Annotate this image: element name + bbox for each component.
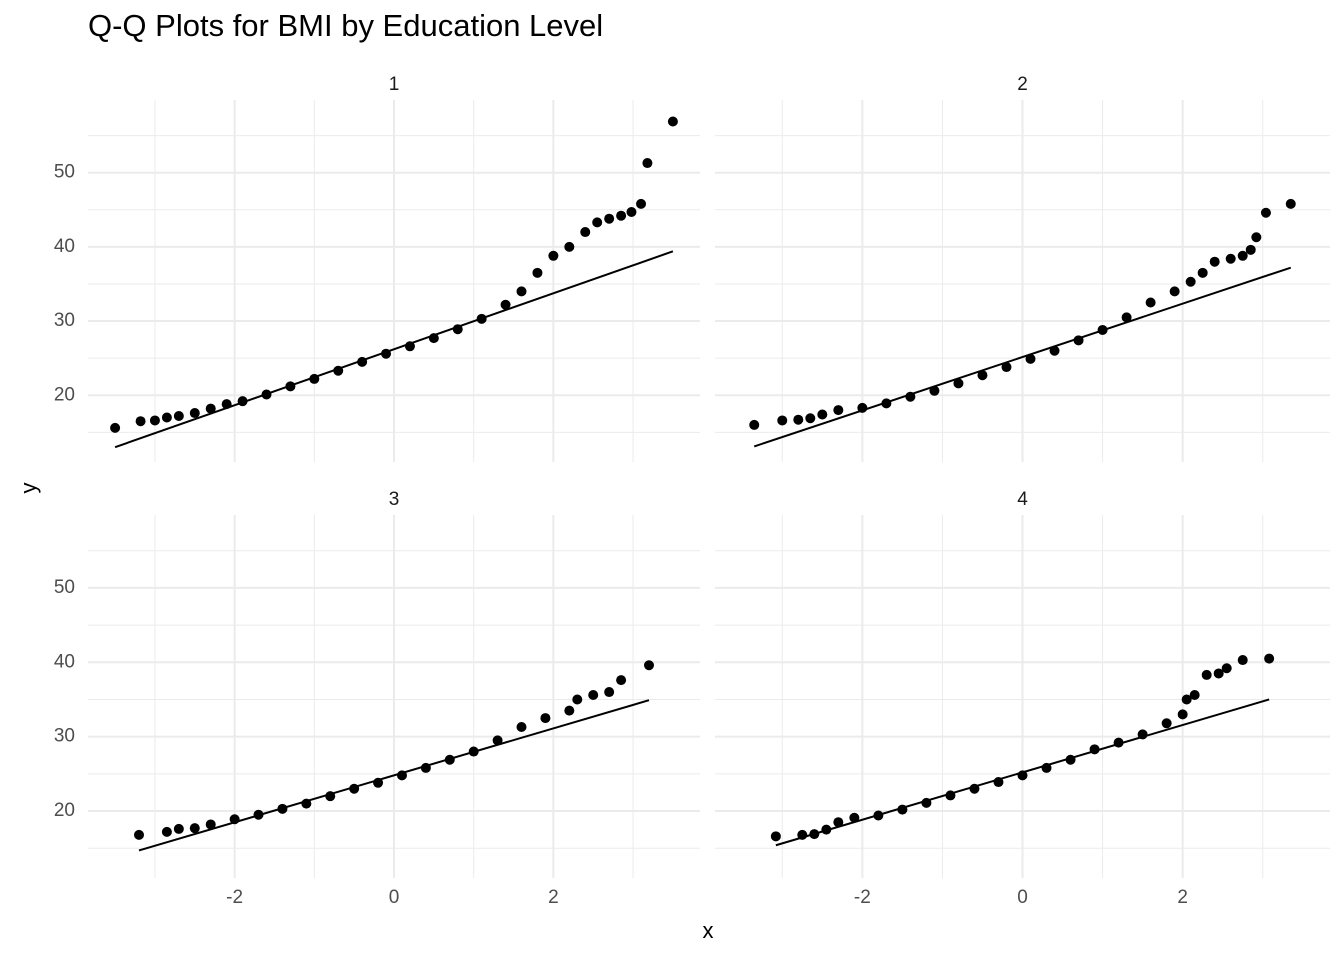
qq-point <box>833 817 844 828</box>
y-tick-label: 50 <box>54 577 75 598</box>
qq-point <box>189 408 200 419</box>
qq-point <box>161 412 172 423</box>
qq-point <box>135 416 146 427</box>
qq-point <box>110 422 121 433</box>
qq-point <box>616 675 627 686</box>
qq-point <box>1145 297 1156 308</box>
x-tick-label: 2 <box>548 887 559 908</box>
qq-point <box>1189 690 1200 701</box>
x-tick-label: -2 <box>226 887 243 908</box>
qq-point <box>500 299 511 310</box>
qq-point <box>1177 709 1188 720</box>
qq-point <box>833 405 844 416</box>
qq-point <box>548 250 559 261</box>
reference-line <box>114 250 674 449</box>
qq-point <box>1001 362 1012 373</box>
y-tick-label: 50 <box>54 162 75 183</box>
y-tick-label: 30 <box>54 726 75 747</box>
qq-point <box>616 210 627 221</box>
qq-point <box>149 415 160 426</box>
qq-point <box>564 705 575 716</box>
chart-title: Q-Q Plots for BMI by Education Level <box>88 8 603 43</box>
qq-point <box>1169 286 1180 297</box>
qq-point <box>189 823 200 834</box>
x-tick-label: 0 <box>389 887 400 908</box>
qq-point <box>1121 312 1132 323</box>
reference-line <box>775 698 1270 847</box>
qq-point <box>588 690 599 701</box>
y-tick-label: 40 <box>54 651 75 672</box>
qq-point <box>592 217 603 228</box>
qq-point <box>173 411 184 422</box>
x-tick-label: 2 <box>1177 887 1188 908</box>
qq-point <box>849 812 860 823</box>
qq-point <box>805 413 816 424</box>
qq-point <box>1260 207 1271 218</box>
qq-point <box>929 385 940 396</box>
y-tick-label: 30 <box>54 310 75 331</box>
qq-point <box>1237 250 1248 261</box>
qq-point <box>1225 253 1236 264</box>
qq-point <box>1245 244 1256 255</box>
reference-line <box>138 699 650 852</box>
qq-point <box>492 735 503 746</box>
qq-point <box>749 419 760 430</box>
qq-point <box>626 207 637 218</box>
reference-line <box>753 266 1292 448</box>
qq-point <box>1181 694 1192 705</box>
qq-point <box>572 694 583 705</box>
qq-point <box>1285 198 1296 209</box>
qq-point <box>205 403 216 414</box>
qq-point <box>516 721 527 732</box>
qq-point <box>1221 663 1232 674</box>
facet-title: 2 <box>1017 74 1028 95</box>
qq-point <box>1237 655 1248 666</box>
qq-point <box>580 227 591 238</box>
qq-point <box>1264 653 1275 664</box>
x-tick-label: -2 <box>854 887 871 908</box>
qq-point <box>977 370 988 381</box>
qq-point <box>1251 232 1262 243</box>
qq-point <box>636 198 647 209</box>
qq-point <box>1025 353 1036 364</box>
qq-point <box>644 660 654 671</box>
qq-point <box>173 823 184 834</box>
qq-point <box>1185 276 1196 287</box>
qq-point <box>540 713 551 724</box>
qq-point <box>205 819 216 830</box>
qq-point <box>516 286 527 297</box>
y-tick-label: 20 <box>54 384 75 405</box>
qq-point <box>1161 718 1172 729</box>
y-tick-label: 40 <box>54 236 75 257</box>
qq-point <box>817 409 828 420</box>
qq-point <box>1209 256 1220 267</box>
qq-point <box>1213 668 1224 679</box>
qq-point <box>1197 267 1208 278</box>
qq-point <box>134 829 144 840</box>
qq-point <box>532 267 543 278</box>
qq-point <box>667 116 678 127</box>
facet-title: 3 <box>389 489 400 510</box>
qq-point <box>770 831 781 842</box>
qq-point <box>161 826 172 837</box>
facet-title: 4 <box>1017 489 1028 510</box>
y-axis-label: y <box>16 483 41 494</box>
qq-point <box>604 687 615 698</box>
qq-point <box>1201 669 1212 680</box>
qq-point <box>642 158 653 169</box>
y-tick-label: 20 <box>54 800 75 821</box>
qq-point <box>953 378 964 389</box>
facet-title: 1 <box>389 74 400 95</box>
x-tick-label: 0 <box>1017 887 1028 908</box>
qq-point <box>604 213 615 224</box>
qq-point <box>777 415 788 426</box>
qq-point <box>564 241 575 252</box>
x-axis-label: x <box>703 918 714 943</box>
qq-point <box>793 414 804 425</box>
